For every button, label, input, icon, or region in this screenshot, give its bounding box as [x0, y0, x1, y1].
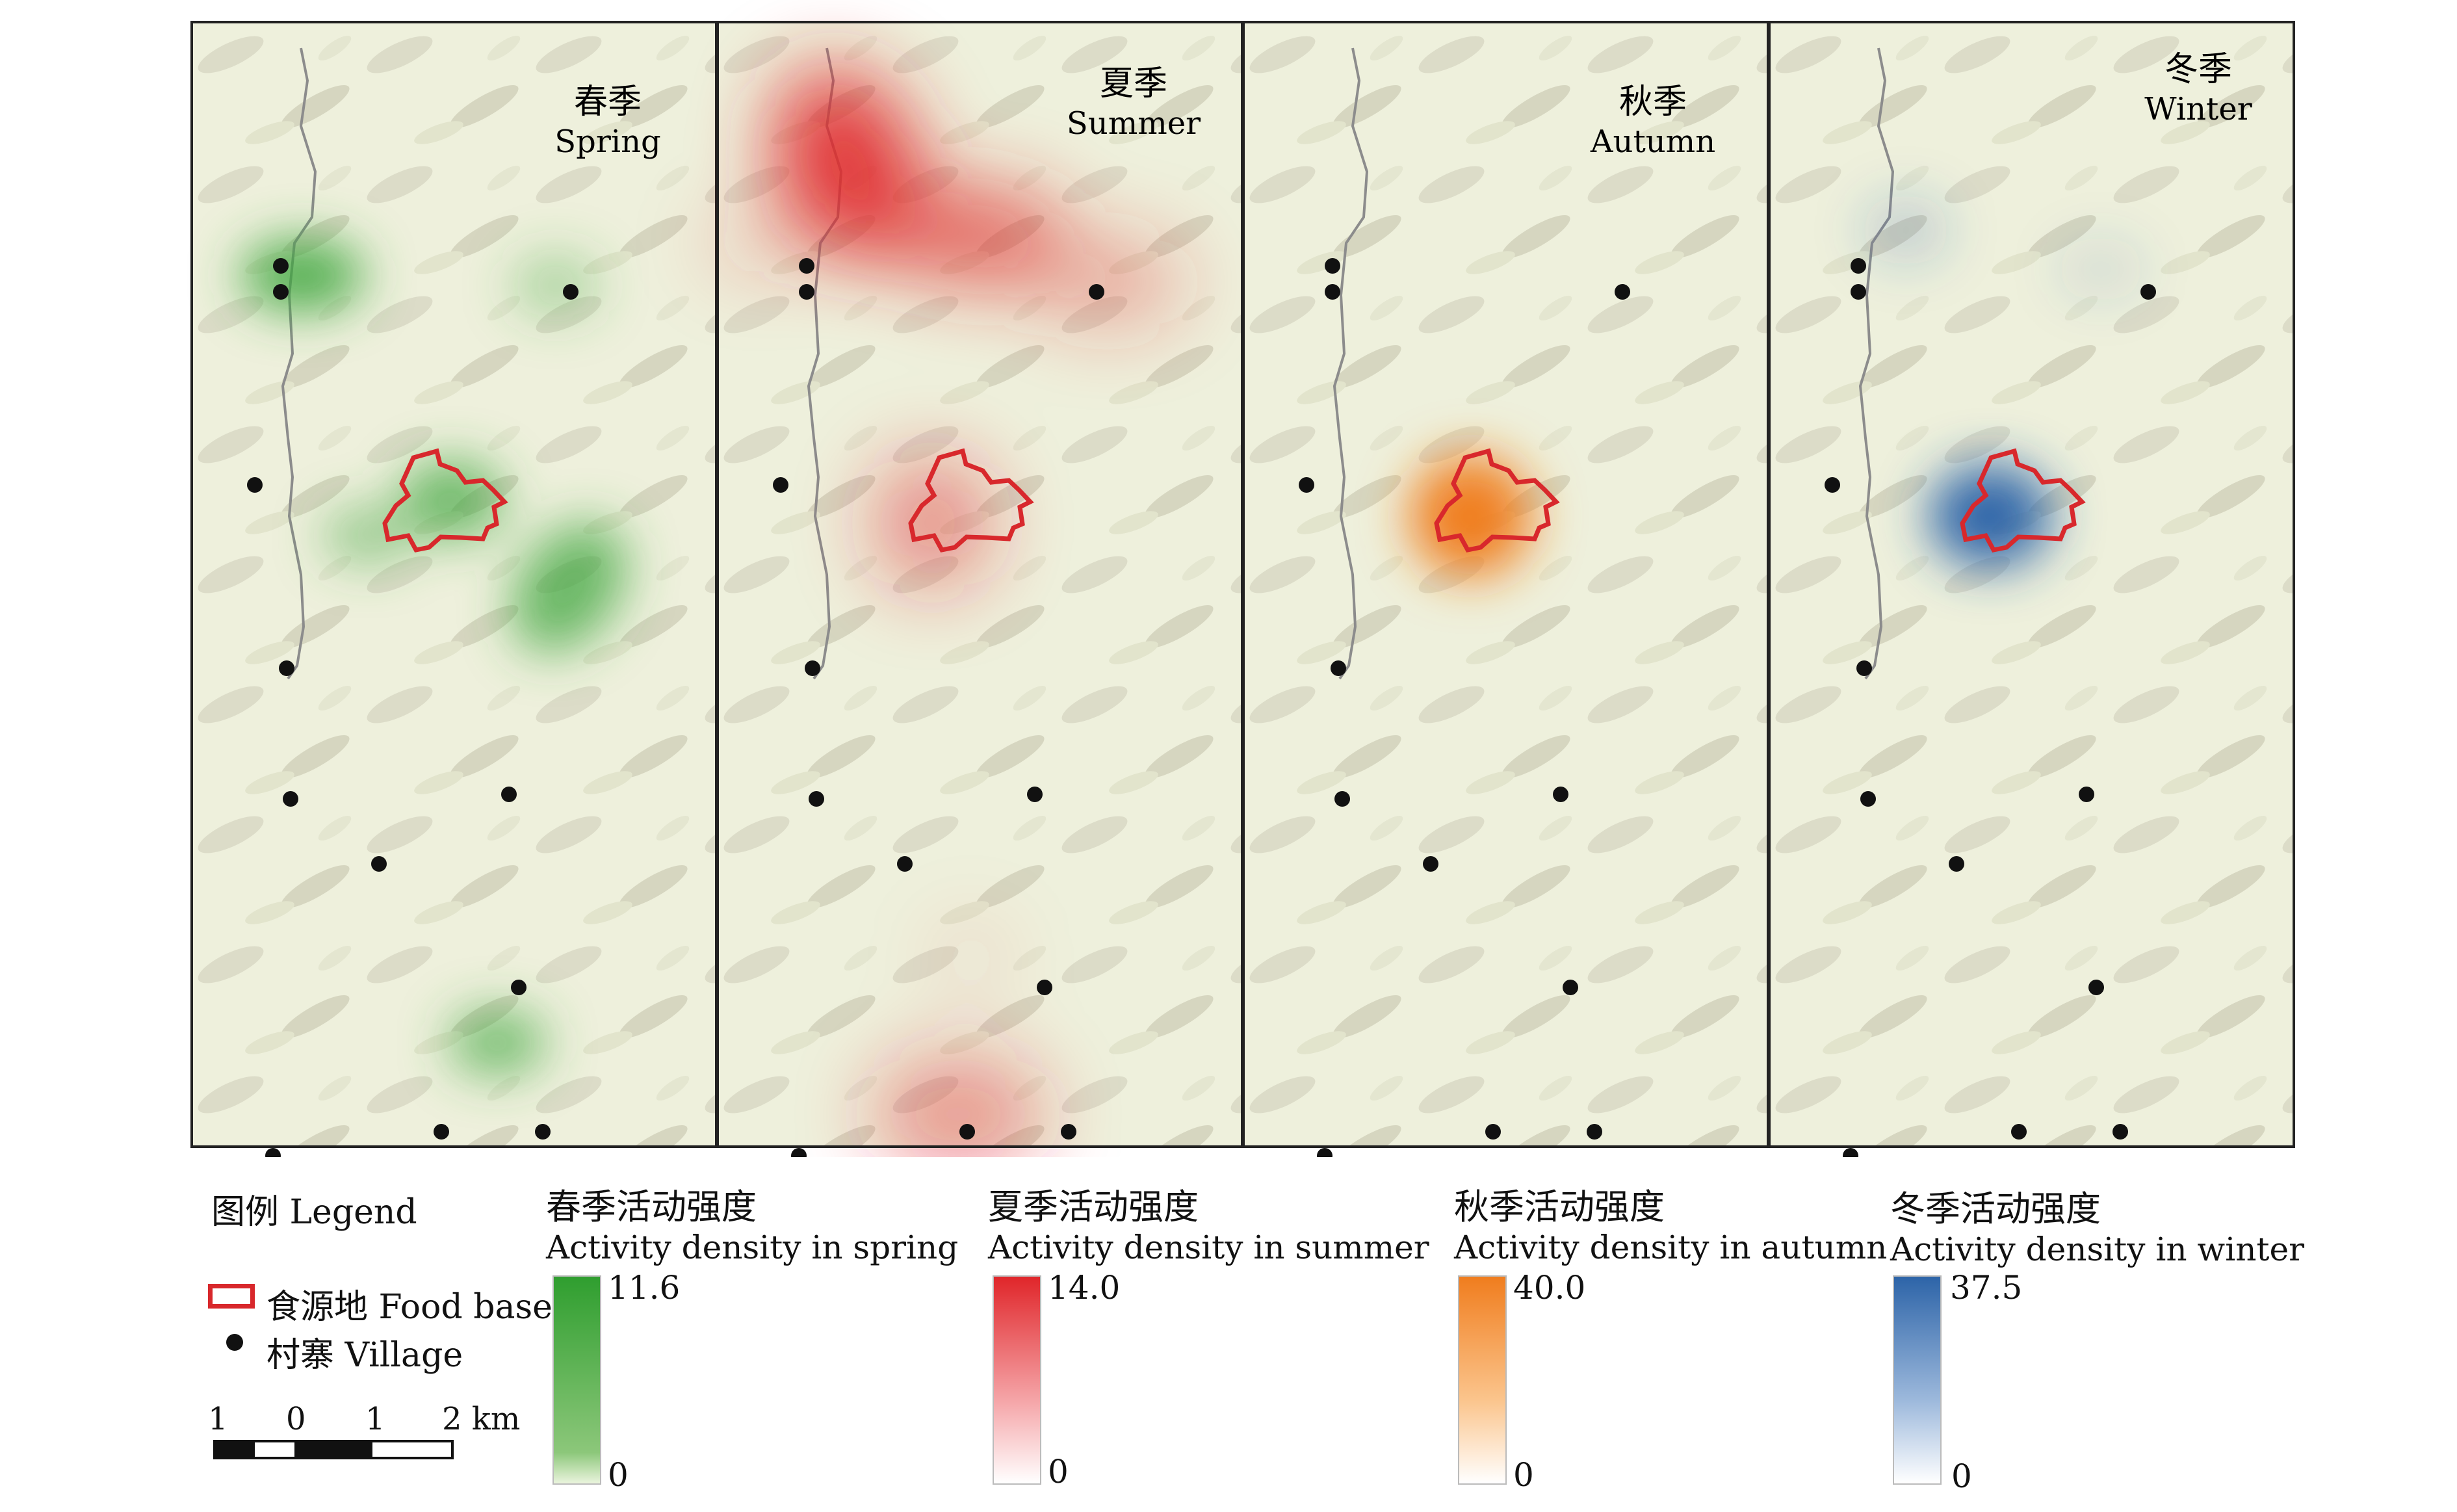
density-title-autumn: 秋季活动强度 — [1454, 1186, 1665, 1227]
density-hotspots-autumn — [1409, 454, 1533, 578]
density-hotspots-winter — [1860, 194, 2146, 568]
density-title-spring: 春季活动强度 — [546, 1186, 757, 1227]
density-max-autumn: 40.0 — [1513, 1269, 1586, 1307]
season-en-summer: Summer — [1067, 105, 1201, 142]
map-panel-winter: 冬季 Winter — [1769, 22, 2294, 1157]
density-min-summer: 0 — [1048, 1453, 1069, 1491]
village-symbol — [226, 1334, 243, 1351]
density-max-spring: 11.6 — [608, 1269, 681, 1307]
scale-label-2km: 2 km — [442, 1401, 521, 1437]
season-en-autumn: Autumn — [1590, 124, 1715, 160]
density-title-summer: 夏季活动强度 — [988, 1186, 1199, 1227]
season-cn-spring: 春季 — [574, 83, 642, 122]
density-subtitle-spring: Activity density in spring — [546, 1229, 959, 1266]
density-subtitle-autumn: Activity density in autumn — [1454, 1229, 1888, 1266]
seasonal-maps: 春季 Spring 夏季 Summer 秋季 Autumn — [190, 21, 2295, 1157]
density-subtitle-winter: Activity density in winter — [1890, 1231, 2305, 1268]
density-ramp-winter — [1893, 1275, 1942, 1485]
density-ramp-spring — [552, 1275, 601, 1485]
season-cn-winter: 冬季 — [2164, 50, 2232, 89]
density-hotspots-summer — [705, 70, 1186, 1157]
density-ramp-autumn — [1458, 1275, 1507, 1485]
density-max-winter: 37.5 — [1950, 1269, 2023, 1307]
map-panel-spring: 春季 Spring — [192, 22, 716, 1157]
density-min-autumn: 0 — [1513, 1456, 1534, 1494]
season-cn-summer: 夏季 — [1100, 64, 1167, 103]
density-min-winter: 0 — [1951, 1457, 1972, 1495]
scale-bar — [213, 1440, 454, 1459]
density-subtitle-summer: Activity density in summer — [988, 1229, 1429, 1266]
density-ramp-summer — [993, 1275, 1041, 1485]
map-frame-winter — [1768, 21, 2295, 1148]
scale-label-1b: 1 — [365, 1401, 385, 1437]
map-panel-summer: 夏季 Summer — [705, 22, 1242, 1157]
legend-title: 图例 Legend — [211, 1193, 417, 1232]
scale-label-1: 1 — [208, 1401, 228, 1437]
density-max-summer: 14.0 — [1048, 1269, 1121, 1307]
density-min-spring: 0 — [608, 1456, 629, 1494]
village-label: 村寨 Village — [266, 1336, 463, 1375]
season-en-spring: Spring — [554, 124, 661, 160]
density-title-winter: 冬季活动强度 — [1890, 1188, 2101, 1229]
map-panel-autumn: 秋季 Autumn — [1243, 22, 1768, 1157]
season-en-winter: Winter — [2144, 91, 2252, 127]
food-base-swatch — [208, 1284, 255, 1309]
season-cn-autumn: 秋季 — [1619, 83, 1687, 122]
scale-label-0: 0 — [286, 1401, 306, 1437]
food-base-label: 食源地 Food base — [266, 1288, 552, 1327]
